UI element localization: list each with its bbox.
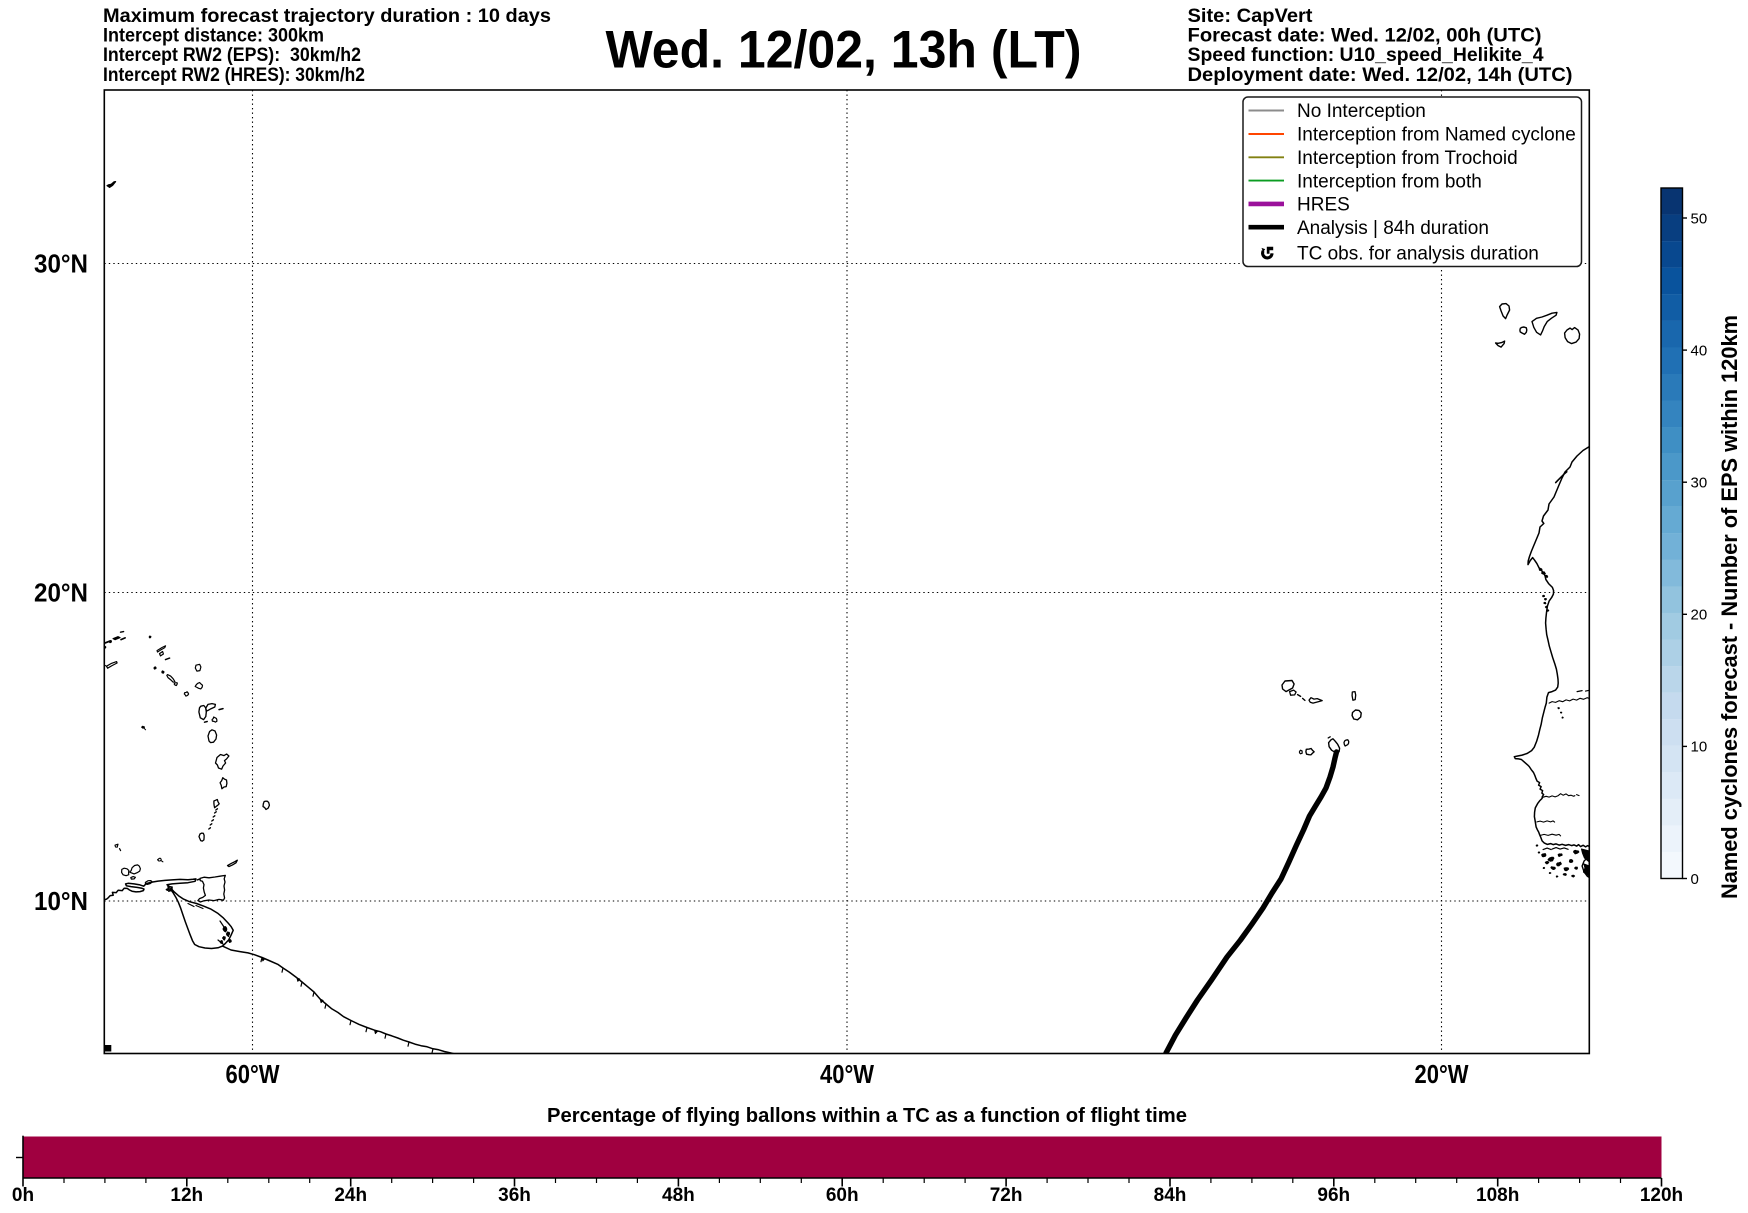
svg-text:Interception from Named cyclon: Interception from Named cyclone (1297, 125, 1576, 146)
svg-text:20: 20 (1691, 607, 1708, 624)
svg-text:0h: 0h (12, 1185, 34, 1206)
svg-text:Maximum forecast trajectory du: Maximum forecast trajectory duration : 1… (103, 5, 551, 27)
svg-text:Forecast date: Wed. 12/02, 00h: Forecast date: Wed. 12/02, 00h (UTC) (1188, 25, 1542, 47)
svg-text:84h: 84h (1154, 1185, 1187, 1206)
svg-text:12h: 12h (170, 1185, 203, 1206)
svg-text:Deployment date: Wed. 12/02, 1: Deployment date: Wed. 12/02, 14h (UTC) (1188, 64, 1573, 86)
svg-text:Intercept RW2 (HRES): 30km/h2: Intercept RW2 (HRES): 30km/h2 (103, 64, 365, 86)
svg-text:20°W: 20°W (1415, 1061, 1470, 1089)
svg-text:0: 0 (1691, 871, 1699, 888)
svg-text:120h: 120h (1640, 1185, 1683, 1206)
svg-text:60h: 60h (826, 1185, 859, 1206)
svg-text:Analysis | 84h duration: Analysis | 84h duration (1297, 218, 1489, 239)
svg-text:20°N: 20°N (34, 580, 88, 608)
svg-text:108h: 108h (1476, 1185, 1519, 1206)
svg-text:36h: 36h (498, 1185, 531, 1206)
svg-text:TC obs. for analysis duration: TC obs. for analysis duration (1297, 244, 1539, 265)
svg-text:30: 30 (1691, 474, 1708, 491)
svg-text:50: 50 (1691, 210, 1708, 227)
svg-text:Percentage of flying ballons w: Percentage of flying ballons within a TC… (547, 1105, 1187, 1127)
svg-text:40: 40 (1691, 342, 1708, 359)
svg-text:No Interception: No Interception (1297, 101, 1426, 122)
svg-text:10°N: 10°N (34, 888, 88, 916)
svg-text:Intercept distance: 300km: Intercept distance: 300km (103, 25, 324, 47)
svg-text:30°N: 30°N (34, 251, 88, 279)
svg-text:40°W: 40°W (820, 1061, 875, 1089)
svg-text:Intercept RW2 (EPS): 30km/h2: Intercept RW2 (EPS): 30km/h2 (103, 44, 361, 66)
svg-text:Speed function: U10_speed_Heli: Speed function: U10_speed_Helikite_4 (1188, 44, 1544, 66)
svg-text:72h: 72h (990, 1185, 1023, 1206)
svg-text:Wed. 12/02, 13h (LT): Wed. 12/02, 13h (LT) (606, 21, 1082, 80)
svg-text:48h: 48h (662, 1185, 695, 1206)
svg-text:96h: 96h (1317, 1185, 1350, 1206)
svg-text:10: 10 (1691, 739, 1708, 756)
svg-text:Site: CapVert: Site: CapVert (1188, 5, 1314, 27)
svg-text:Interception from both: Interception from both (1297, 171, 1482, 192)
svg-text:60°W: 60°W (226, 1061, 281, 1089)
svg-text:24h: 24h (334, 1185, 367, 1206)
svg-text:Named cyclones forecast - Numb: Named cyclones forecast - Number of EPS … (1717, 315, 1742, 899)
svg-text:HRES: HRES (1297, 195, 1350, 216)
svg-text:Interception from Trochoid: Interception from Trochoid (1297, 148, 1518, 169)
